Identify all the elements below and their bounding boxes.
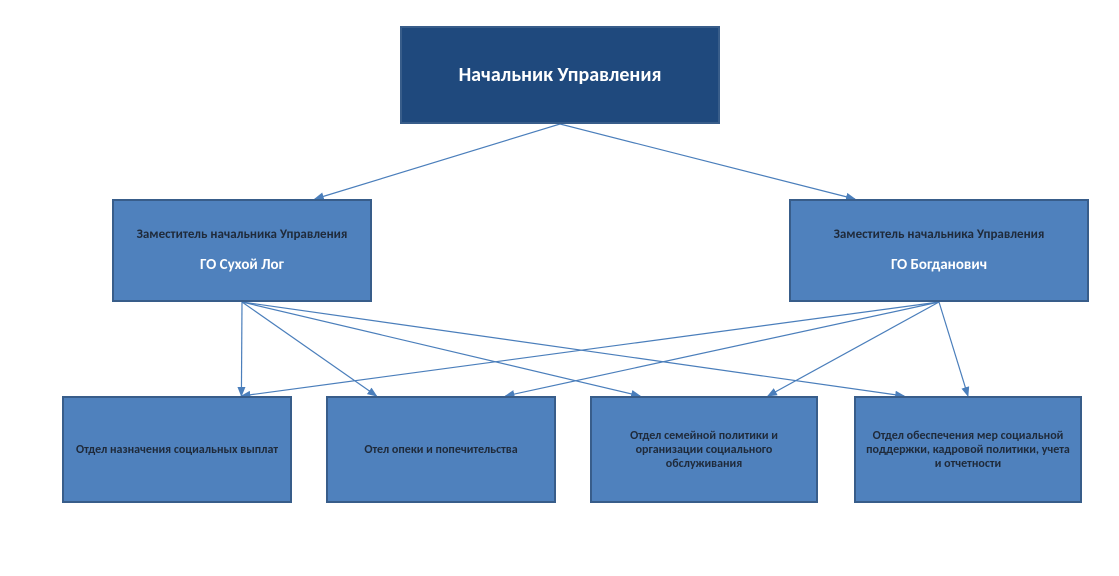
node-deputy-2-sub: ГО Богданович (891, 256, 987, 274)
node-root-label: Начальник Управления (459, 63, 662, 87)
edge-dep1-to-leaf3 (242, 302, 640, 396)
node-deputy-sukhoy-log: Заместитель начальника Управления ГО Сух… (112, 199, 372, 302)
node-deputy-2-title: Заместитель начальника Управления (834, 227, 1045, 242)
leaf4-label: Отдел обеспечения мер социальной поддерж… (866, 429, 1070, 471)
edge-dep2-to-leaf4 (939, 302, 968, 396)
node-dept-guardianship: Отел опеки и попечительства (326, 396, 556, 503)
node-dept-social-payments: Отдел назначения социальных выплат (62, 396, 292, 503)
edge-root-to-dep2 (560, 124, 855, 199)
leaf3-label: Отдел семейной политики и организации со… (602, 429, 806, 471)
edge-root-to-dep1 (315, 124, 560, 199)
edge-dep1-to-leaf2 (242, 302, 377, 396)
edge-dep1-to-leaf4 (242, 302, 904, 396)
node-deputy-1-title: Заместитель начальника Управления (137, 227, 348, 242)
edge-dep2-to-leaf2 (505, 302, 939, 396)
leaf2-label: Отел опеки и попечительства (364, 443, 517, 457)
node-root: Начальник Управления (400, 26, 720, 124)
edge-dep2-to-leaf3 (768, 302, 939, 396)
edge-dep2-to-leaf1 (241, 302, 939, 396)
edge-dep1-to-leaf1 (241, 302, 242, 396)
node-deputy-1-sub: ГО Сухой Лог (200, 256, 284, 274)
leaf1-label: Отдел назначения социальных выплат (76, 443, 278, 457)
node-deputy-bogdanovich: Заместитель начальника Управления ГО Бог… (789, 199, 1089, 302)
node-dept-family-policy: Отдел семейной политики и организации со… (590, 396, 818, 503)
node-dept-support-measures: Отдел обеспечения мер социальной поддерж… (854, 396, 1082, 503)
